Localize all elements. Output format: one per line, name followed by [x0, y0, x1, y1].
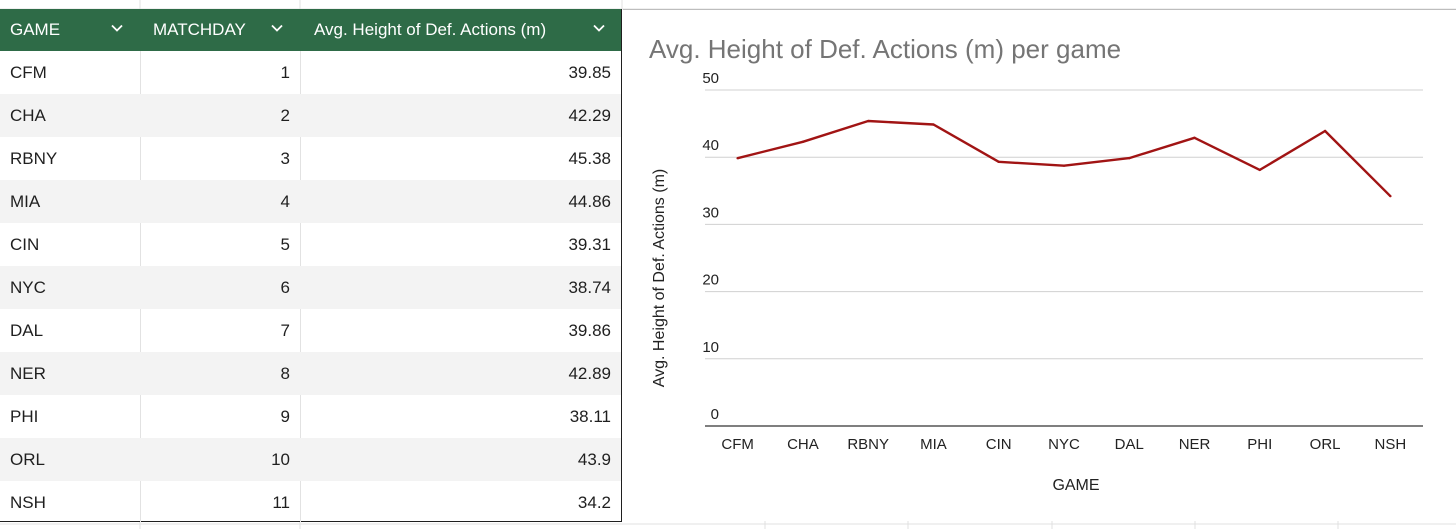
table-row[interactable]: NYC 6 38.74: [0, 266, 621, 309]
chevron-down-icon[interactable]: [592, 21, 606, 35]
data-point[interactable]: [1389, 194, 1392, 198]
cell-game[interactable]: CHA: [10, 105, 46, 125]
x-tick-label: CFM: [721, 436, 754, 453]
data-point[interactable]: [1323, 129, 1327, 133]
cell-avg-height[interactable]: 44.86: [568, 191, 611, 211]
cell-matchday[interactable]: 9: [280, 406, 290, 426]
x-tick-label: CIN: [986, 436, 1012, 453]
x-tick-label: PHI: [1247, 436, 1272, 453]
x-tick-label: NER: [1179, 436, 1211, 453]
cell-game[interactable]: ORL: [10, 449, 45, 469]
x-tick-label: NSH: [1375, 436, 1407, 453]
table-row[interactable]: MIA 4 44.86: [0, 180, 621, 223]
x-tick-label: CHA: [787, 436, 819, 453]
cell-avg-height[interactable]: 42.89: [568, 363, 611, 383]
column-header-game[interactable]: GAME: [0, 9, 140, 51]
y-tick-label: 0: [711, 406, 719, 423]
table-row[interactable]: NSH 11 34.2: [0, 481, 621, 524]
y-axis-label: Avg. Height of Def. Actions (m): [651, 169, 668, 387]
cell-game[interactable]: NYC: [10, 277, 46, 297]
y-tick-label: 10: [702, 339, 719, 356]
chart-canvas: Avg. Height of Def. Actions (m) per game…: [649, 34, 1423, 494]
column-header-label: Avg. Height of Def. Actions (m): [314, 20, 547, 39]
cell-game[interactable]: RBNY: [10, 148, 58, 168]
cell-avg-height[interactable]: 45.38: [568, 148, 611, 168]
cell-matchday[interactable]: 7: [280, 320, 290, 340]
data-point[interactable]: [736, 157, 739, 160]
x-tick-label: ORL: [1310, 436, 1341, 453]
cell-game[interactable]: NSH: [10, 492, 46, 512]
x-tick-label: DAL: [1115, 436, 1144, 453]
cell-avg-height[interactable]: 39.86: [568, 320, 611, 340]
cell-matchday[interactable]: 8: [280, 363, 290, 383]
cell-matchday[interactable]: 3: [280, 148, 290, 168]
table-row[interactable]: RBNY 3 45.38: [0, 137, 621, 180]
data-point[interactable]: [997, 160, 1000, 164]
data-point[interactable]: [932, 123, 935, 126]
data-point[interactable]: [1128, 156, 1131, 160]
cell-avg-height[interactable]: 39.31: [568, 234, 611, 254]
cell-avg-height[interactable]: 39.85: [568, 62, 611, 82]
data-point[interactable]: [1258, 168, 1262, 172]
table-row[interactable]: NER 8 42.89: [0, 352, 621, 395]
table-row[interactable]: DAL 7 39.86: [0, 309, 621, 352]
column-header-label: MATCHDAY: [153, 20, 246, 39]
cell-avg-height[interactable]: 42.29: [568, 105, 611, 125]
column-header-matchday[interactable]: MATCHDAY: [140, 9, 300, 51]
table-row[interactable]: PHI 9 38.11: [0, 395, 621, 438]
column-header-label: GAME: [10, 20, 61, 39]
data-point[interactable]: [1062, 164, 1066, 167]
data-point[interactable]: [801, 140, 805, 144]
table-row[interactable]: ORL 10 43.9: [0, 438, 621, 481]
column-header-avg-height[interactable]: Avg. Height of Def. Actions (m): [300, 9, 621, 51]
cell-matchday[interactable]: 6: [280, 277, 290, 297]
x-tick-label: RBNY: [847, 436, 889, 453]
series-line[interactable]: [737, 119, 1392, 198]
y-tick-label: 30: [702, 204, 719, 221]
table-row[interactable]: CFM 1 39.85: [0, 51, 621, 94]
chevron-down-icon[interactable]: [110, 21, 124, 35]
cell-matchday[interactable]: 2: [280, 105, 290, 125]
x-axis-label: GAME: [1052, 477, 1099, 494]
cell-game[interactable]: CIN: [10, 234, 40, 254]
x-tick-label: NYC: [1048, 436, 1080, 453]
cell-avg-height[interactable]: 38.74: [568, 277, 611, 297]
cell-matchday[interactable]: 1: [280, 62, 290, 82]
chart-title: Avg. Height of Def. Actions (m) per game: [649, 34, 1121, 64]
cell-matchday[interactable]: 11: [272, 492, 290, 512]
line-chart[interactable]: Avg. Height of Def. Actions (m) per game…: [623, 9, 1456, 521]
y-tick-label: 50: [702, 70, 719, 87]
cell-game[interactable]: PHI: [10, 406, 39, 426]
cell-matchday[interactable]: 5: [280, 234, 290, 254]
cell-game[interactable]: MIA: [10, 191, 41, 211]
chevron-down-icon[interactable]: [270, 21, 284, 35]
y-tick-label: 40: [702, 137, 719, 154]
cell-avg-height[interactable]: 43.9: [577, 449, 611, 469]
data-point[interactable]: [1193, 136, 1196, 139]
x-tick-label: MIA: [920, 436, 947, 453]
data-point[interactable]: [866, 119, 870, 123]
cell-avg-height[interactable]: 38.11: [569, 406, 611, 426]
data-table: GAME MATCHDAY Avg. Height of Def. Action…: [0, 9, 622, 522]
cell-matchday[interactable]: 10: [271, 449, 290, 469]
table-header-row: GAME MATCHDAY Avg. Height of Def. Action…: [0, 9, 621, 51]
cell-matchday[interactable]: 4: [280, 191, 290, 211]
cell-game[interactable]: CFM: [10, 62, 47, 82]
cell-avg-height[interactable]: 34.2: [577, 492, 611, 512]
cell-game[interactable]: DAL: [10, 320, 44, 340]
table-row[interactable]: CHA 2 42.29: [0, 94, 621, 137]
cell-game[interactable]: NER: [10, 363, 46, 383]
table-row[interactable]: CIN 5 39.31: [0, 223, 621, 266]
y-tick-label: 20: [702, 272, 719, 289]
